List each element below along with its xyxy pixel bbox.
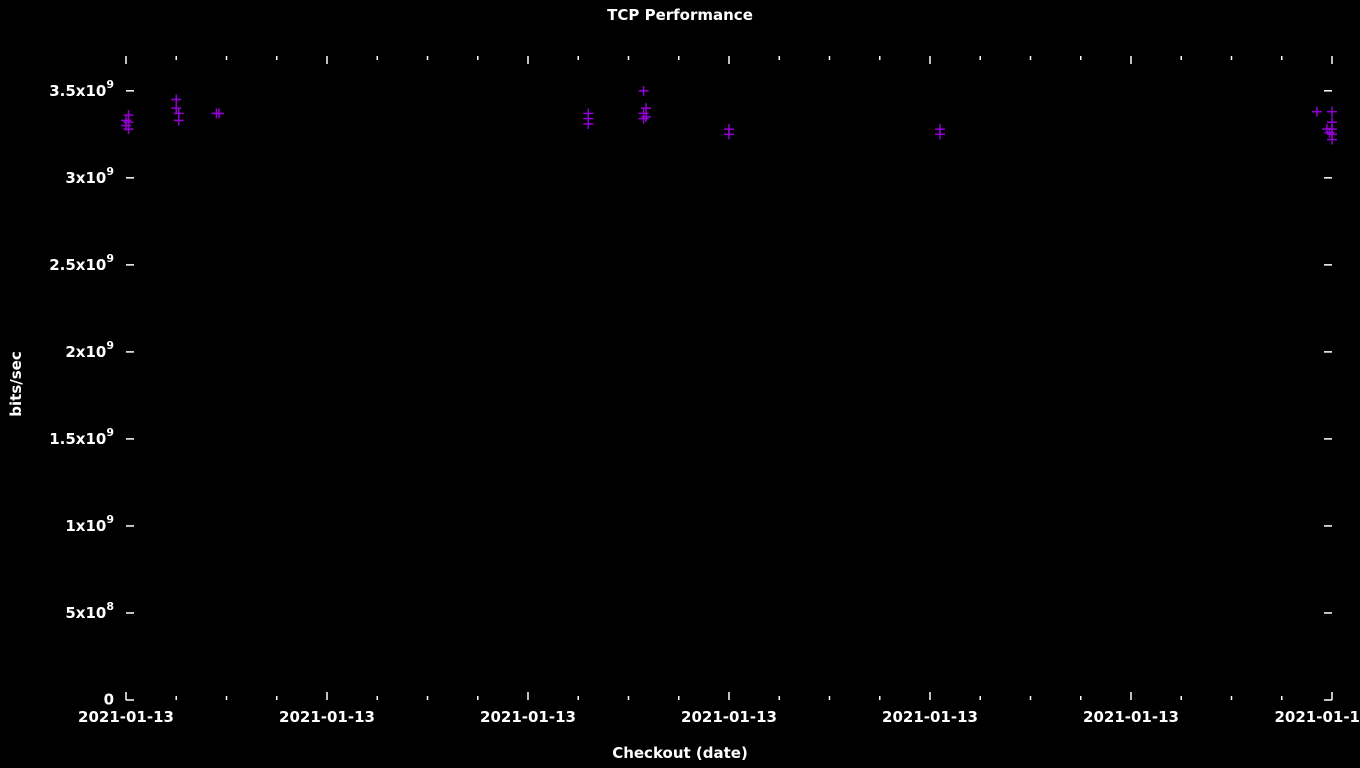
tcp-performance-chart: TCP Performance bits/sec Checkout (date)… [0,0,1360,768]
svg-text:2021-01-13: 2021-01-13 [78,708,174,726]
svg-text:2021-01-13: 2021-01-13 [279,708,375,726]
svg-text:2021-01-13: 2021-01-13 [681,708,777,726]
svg-text:2021-01-13: 2021-01-13 [480,708,576,726]
svg-text:0: 0 [104,691,114,709]
svg-text:3x109: 3x109 [65,165,114,187]
svg-text:1.5x109: 1.5x109 [49,426,114,448]
svg-text:2021-01-13: 2021-01-13 [882,708,978,726]
svg-text:1x109: 1x109 [65,513,114,535]
plot-area: 0 5x108 1x109 1.5x109 2x109 2.5x109 3x109 3.5x1… [0,0,1360,768]
svg-text:2021-01-13: 2021-01-13 [1083,708,1179,726]
svg-text:3.5x109: 3.5x109 [49,78,114,100]
svg-text:2021-01-1: 2021-01-1 [1274,708,1360,726]
svg-text:2.5x109: 2.5x109 [49,252,114,274]
svg-text:2x109: 2x109 [65,339,114,361]
svg-text:5x108: 5x108 [65,600,114,622]
